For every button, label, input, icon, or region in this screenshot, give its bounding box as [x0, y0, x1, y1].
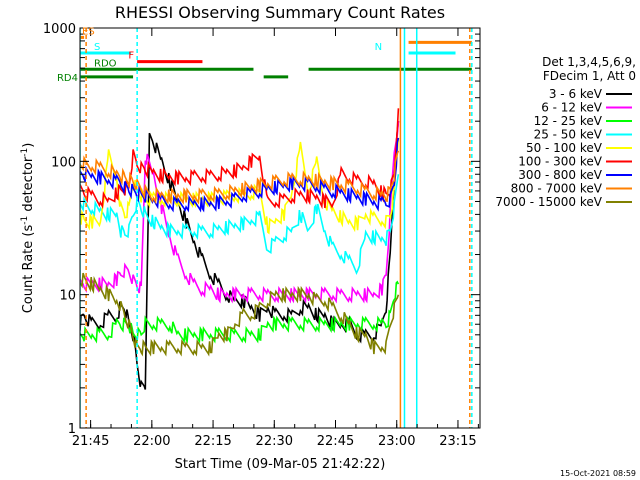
series-line-0 — [80, 121, 400, 390]
legend-header-line-2: FDecim 1, Att 0 — [543, 69, 636, 83]
y-axis-ticks: 1 10 100 1000 — [43, 22, 480, 437]
legend-entry-4: 50 - 100 keV — [526, 141, 603, 155]
y-axis-label: Count Rate (s-1 detector-1) — [20, 143, 36, 314]
legend-entry-1: 6 - 12 keV — [541, 101, 603, 115]
flag-label-0: ES — [82, 26, 95, 37]
legend: Det 1,3,4,5,6,9, FDecim 1, Att 0 3 - 6 k… — [495, 55, 636, 209]
x-axis-ticks: 21:45 22:00 22:15 22:30 22:45 23:00 23:15 — [72, 28, 479, 449]
x-tick-label-6: 23:15 — [439, 434, 476, 449]
flag-label-4: F — [128, 51, 134, 62]
legend-header-line-1: Det 1,3,4,5,6,9, — [542, 55, 636, 69]
x-tick-label-3: 22:30 — [256, 434, 293, 449]
plot-frame — [79, 27, 481, 429]
series-line-1 — [80, 121, 400, 304]
flag-labels: ES S N F RDO RD4 — [57, 26, 382, 83]
series-line-3 — [80, 174, 400, 275]
legend-entry-8: 7000 - 15000 keV — [495, 195, 602, 209]
flag-label-2: N — [375, 42, 382, 53]
y-tick-label-0: 1 — [68, 422, 76, 437]
legend-entry-7: 800 - 7000 keV — [511, 182, 603, 196]
legend-entry-0: 3 - 6 keV — [549, 87, 603, 101]
series-line-7 — [80, 150, 400, 205]
x-axis-label: Start Time (09-Mar-05 21:42:22) — [175, 457, 386, 472]
flag-label-6: RD4 — [57, 73, 78, 84]
flag-label-1: S — [94, 42, 100, 53]
flag-bars — [80, 35, 472, 79]
x-tick-label-5: 23:00 — [378, 434, 415, 449]
y-tick-label-3: 1000 — [43, 22, 76, 37]
x-tick-label-0: 21:45 — [72, 434, 109, 449]
series-line-2 — [80, 280, 400, 344]
legend-entry-6: 300 - 800 keV — [518, 168, 602, 182]
legend-entry-2: 12 - 25 keV — [534, 114, 603, 128]
footer-timestamp: 15-Oct-2021 08:59 — [560, 469, 636, 478]
x-tick-label-4: 22:45 — [317, 434, 354, 449]
x-tick-label-2: 22:15 — [194, 434, 231, 449]
y-tick-label-1: 10 — [59, 289, 76, 304]
legend-entry-5: 100 - 300 keV — [518, 155, 602, 169]
y-tick-label-2: 100 — [51, 155, 76, 170]
legend-entry-3: 25 - 50 keV — [534, 128, 603, 142]
series-line-4 — [80, 137, 400, 235]
flag-label-5: RDO — [94, 58, 117, 69]
plot-area — [80, 108, 400, 390]
chart-title: RHESSI Observing Summary Count Rates — [115, 3, 445, 22]
vertical-markers — [80, 28, 473, 428]
series-line-8 — [80, 272, 400, 357]
series-line-6 — [80, 137, 400, 213]
series-line-5 — [80, 108, 400, 210]
x-tick-label-1: 22:00 — [133, 434, 170, 449]
